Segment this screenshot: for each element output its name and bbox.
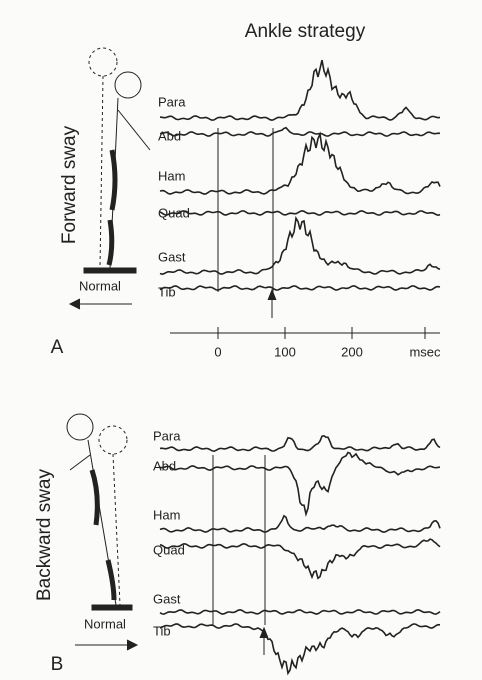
emg-trace	[159, 514, 441, 534]
emg-trace	[159, 451, 441, 518]
emg-trace	[159, 434, 441, 453]
stance-label: Normal	[79, 278, 121, 293]
muscle-label: Para	[153, 428, 181, 443]
axis-unit-label: msec	[409, 344, 441, 359]
muscle-label: Ham	[153, 507, 180, 522]
sway-label: Backward sway	[34, 469, 55, 601]
axis-tick-label: 0	[214, 344, 221, 359]
emg-trace	[159, 59, 441, 122]
axis-tick-label: 200	[341, 344, 363, 359]
emg-trace	[159, 126, 441, 137]
muscle-label: Abd	[158, 128, 181, 143]
panel-label: B	[51, 654, 64, 675]
time-axis	[170, 327, 440, 339]
stick-figure	[66, 413, 133, 611]
onset-arrow	[267, 288, 277, 318]
direction-arrow	[68, 298, 132, 310]
emg-trace	[159, 131, 441, 195]
sway-label: Forward sway	[59, 125, 80, 244]
emg-trace	[159, 623, 441, 676]
figure-title: Ankle strategy	[245, 21, 366, 42]
direction-arrow	[75, 639, 139, 651]
muscle-label: Abd	[153, 458, 176, 473]
muscle-label: Para	[158, 94, 186, 109]
emg-trace	[159, 538, 441, 580]
muscle-label: Ham	[158, 168, 185, 183]
stick-figure	[83, 47, 151, 274]
emg-trace	[159, 608, 441, 615]
emg-trace	[159, 209, 441, 217]
emg-trace	[159, 215, 441, 276]
muscle-label: Quad	[153, 542, 185, 557]
muscle-label: Gast	[158, 249, 186, 264]
panel-label: A	[51, 337, 64, 358]
muscle-label: Tib	[153, 623, 171, 638]
muscle-label: Gast	[153, 591, 181, 606]
stance-label: Normal	[84, 616, 126, 631]
axis-tick-label: 100	[274, 344, 296, 359]
emg-trace	[159, 284, 441, 292]
